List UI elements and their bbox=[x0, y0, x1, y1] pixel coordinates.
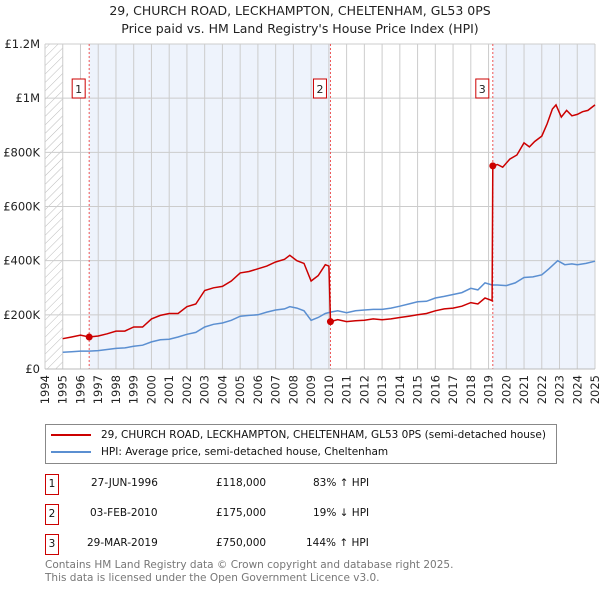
sale-label-number: 3 bbox=[479, 83, 486, 96]
x-tick-label: 2009 bbox=[304, 375, 318, 404]
x-tick-label: 2023 bbox=[553, 375, 567, 404]
y-tick-label: £400K bbox=[3, 254, 40, 268]
y-tick-label: £0 bbox=[25, 362, 40, 376]
legend-red-line bbox=[51, 434, 91, 436]
sale-label-border bbox=[475, 78, 490, 99]
x-tick-label: 2021 bbox=[517, 375, 531, 404]
x-tick-label: 1995 bbox=[56, 375, 70, 404]
x-tick-label: 2001 bbox=[162, 375, 176, 404]
series-line bbox=[62, 103, 596, 340]
y-tick-label: £1M bbox=[15, 91, 40, 105]
y-tick-label: £1.2M bbox=[4, 37, 40, 51]
legend-label: HPI: Average price, semi-detached house,… bbox=[101, 446, 389, 458]
x-tick-label: 2012 bbox=[357, 375, 371, 404]
transaction-price: £750,000 bbox=[216, 537, 267, 549]
transaction-date: 27-JUN-1996 bbox=[91, 477, 158, 489]
x-tick-label: 2007 bbox=[269, 375, 283, 404]
transaction-badge: 1 bbox=[45, 474, 59, 495]
legend-item-hpi: HPI: Average price, semi-detached house,… bbox=[51, 446, 388, 458]
footer-line: This data is licensed under the Open Gov… bbox=[45, 572, 380, 584]
chart-subtitle: Price paid vs. HM Land Registry's House … bbox=[121, 21, 479, 36]
x-tick-label: 2000 bbox=[144, 375, 158, 404]
x-tick-label: 2020 bbox=[499, 375, 513, 404]
transaction-row: 1 27-JUN-1996 £118,000 83% ↑ HPI bbox=[45, 474, 445, 495]
sale-label-box: 3 bbox=[475, 78, 490, 99]
x-tick-label: 2016 bbox=[428, 375, 442, 404]
x-tick-label: 2013 bbox=[375, 375, 389, 404]
x-tick-label: 2005 bbox=[233, 375, 247, 404]
transaction-date: 03-FEB-2010 bbox=[90, 507, 158, 519]
x-tick-label: 1997 bbox=[91, 375, 105, 404]
transaction-price: £175,000 bbox=[216, 507, 267, 519]
transaction-row: 2 03-FEB-2010 £175,000 19% ↓ HPI bbox=[45, 504, 445, 525]
x-tick-label: 2024 bbox=[570, 375, 584, 404]
transaction-badge: 3 bbox=[45, 534, 59, 555]
x-tick-label: 2011 bbox=[340, 375, 354, 404]
footer: Contains HM Land Registry data © Crown c… bbox=[45, 559, 453, 585]
x-tick-label: 2008 bbox=[286, 375, 300, 404]
x-tick-label: 1999 bbox=[127, 375, 141, 404]
x-tick-label: 2014 bbox=[393, 375, 407, 404]
footer-line: Contains HM Land Registry data © Crown c… bbox=[45, 559, 454, 571]
transaction-row: 3 29-MAR-2019 £750,000 144% ↑ HPI bbox=[45, 534, 445, 555]
x-tick-label: 2019 bbox=[482, 375, 496, 404]
x-tick-label: 1996 bbox=[73, 375, 87, 404]
transaction-hpi: 144% ↑ HPI bbox=[306, 537, 369, 549]
price-chart: 1994 1995 1996 1997 1998 1999 2000 2001 2002 2003… bbox=[3, 37, 600, 404]
y-tick-label: £800K bbox=[3, 145, 40, 159]
x-tick-label: 2015 bbox=[411, 375, 425, 404]
transaction-price: £118,000 bbox=[216, 477, 267, 489]
y-tick-label: £600K bbox=[3, 200, 40, 214]
y-tick-label: £200K bbox=[3, 308, 40, 322]
transaction-hpi: 83% ↑ HPI bbox=[313, 477, 370, 489]
x-tick-label: 2002 bbox=[180, 375, 194, 404]
sale-label-box: 2 bbox=[312, 78, 327, 99]
x-tick-label: 2003 bbox=[198, 375, 212, 404]
sale-label-border bbox=[312, 78, 327, 99]
x-tick-label: 2025 bbox=[588, 375, 600, 404]
legend-item-property: 29, CHURCH ROAD, LECKHAMPTON, CHELTENHAM… bbox=[51, 429, 546, 441]
sale-point bbox=[85, 333, 93, 341]
x-tick-label: 2018 bbox=[464, 375, 478, 404]
sale-point bbox=[326, 318, 334, 326]
transaction-badge: 2 bbox=[45, 504, 59, 525]
legend: 29, CHURCH ROAD, LECKHAMPTON, CHELTENHAM… bbox=[45, 424, 557, 464]
x-tick-label: 2006 bbox=[251, 375, 265, 404]
chart-title: 29, CHURCH ROAD, LECKHAMPTON, CHELTENHAM… bbox=[109, 3, 491, 18]
sale-label-number: 2 bbox=[316, 83, 323, 96]
x-tick-label: 2017 bbox=[446, 375, 460, 404]
transaction-hpi: 19% ↓ HPI bbox=[313, 507, 370, 519]
sale-label-box: 1 bbox=[71, 78, 86, 99]
x-tick-label: 1998 bbox=[109, 375, 123, 404]
transaction-date: 29-MAR-2019 bbox=[87, 537, 158, 549]
x-tick-label: 2004 bbox=[215, 375, 229, 404]
sale-label-number: 1 bbox=[75, 83, 82, 96]
legend-label: 29, CHURCH ROAD, LECKHAMPTON, CHELTENHAM… bbox=[101, 429, 546, 441]
x-tick-label: 2022 bbox=[535, 375, 549, 404]
legend-blue-line bbox=[51, 451, 91, 453]
x-tick-label: 2010 bbox=[322, 375, 336, 404]
sale-point bbox=[489, 162, 497, 170]
sale-label-border bbox=[71, 78, 86, 99]
x-tick-label: 1994 bbox=[38, 375, 52, 404]
